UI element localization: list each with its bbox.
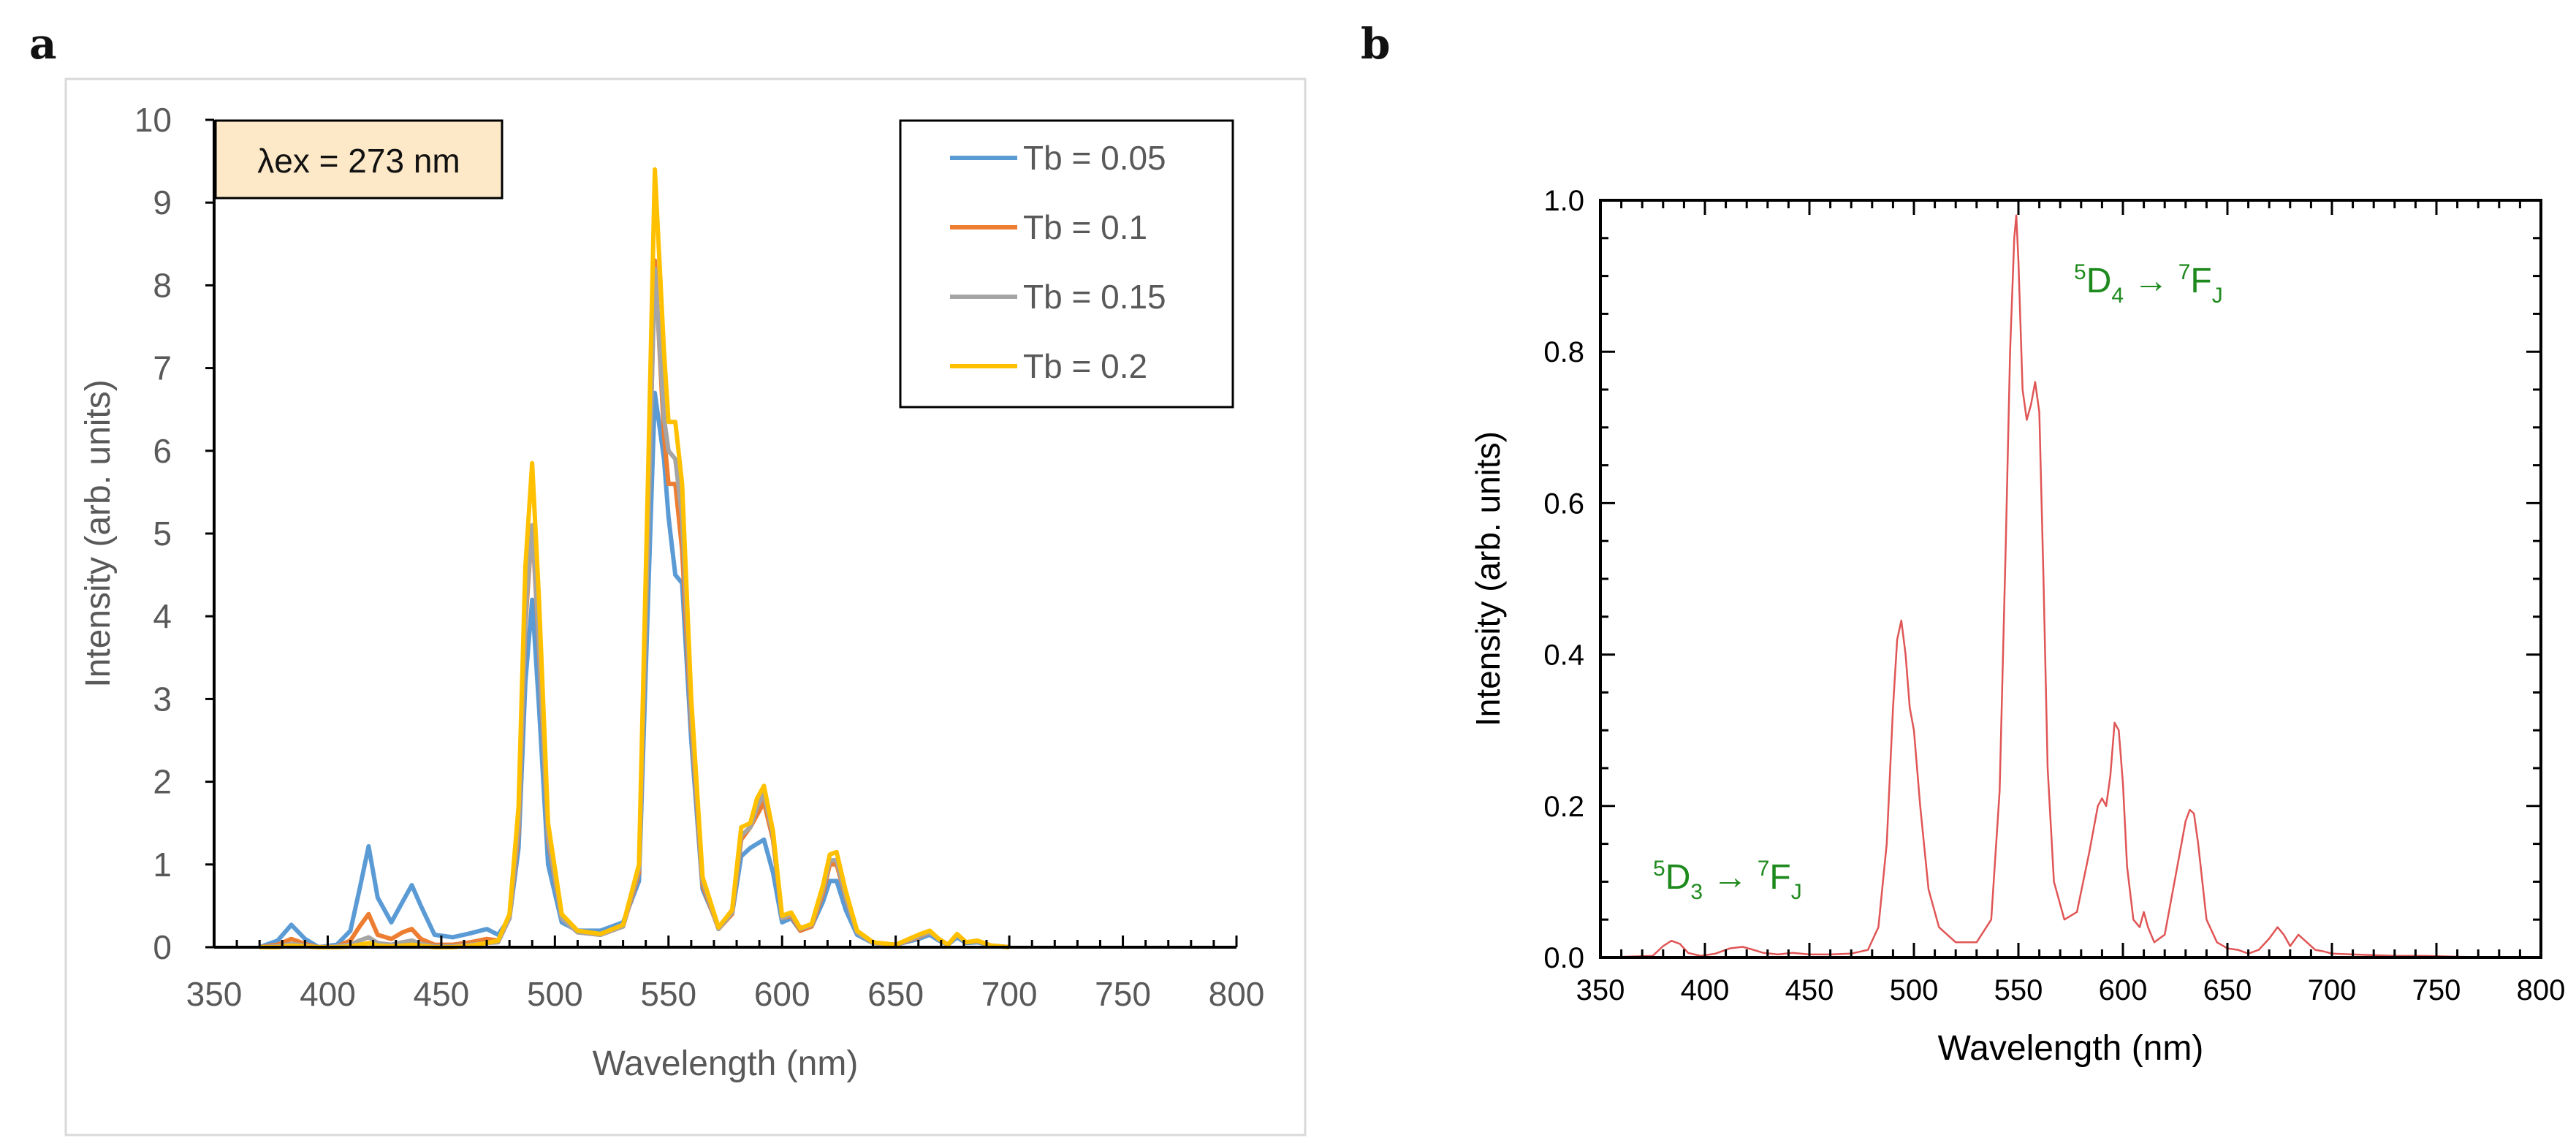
spectrum-line: [1600, 214, 2541, 959]
x-tick-label: 800: [1209, 975, 1265, 1013]
y-tick-label: 6: [153, 432, 172, 470]
y-axis-title: Intensity (arb. units): [1469, 431, 1507, 726]
x-tick-label: 700: [981, 975, 1038, 1013]
legend: Tb = 0.05 Tb = 0.1 Tb = 0.15 Tb = 0.2: [899, 119, 1234, 409]
x-tick-label: 600: [754, 975, 810, 1013]
x-tick-label: 450: [1785, 974, 1834, 1006]
x-axis-title: Wavelength (nm): [593, 1044, 859, 1083]
x-tick-label: 750: [2412, 974, 2461, 1006]
x-tick-label: 550: [640, 975, 696, 1013]
y-tick-label: 10: [134, 101, 172, 139]
x-tick-label: 550: [1994, 974, 2043, 1006]
annotation-text: λex = 273 nm: [257, 142, 460, 180]
plot-frame: [1599, 199, 2542, 959]
chart-a: 350 400 450 500 550 600 650 700 750 800 0 1 2 3 4 5 6 7 8 9…: [79, 101, 1264, 1083]
x-tick-label: 450: [414, 975, 470, 1013]
panel-b-label: b: [1361, 19, 1391, 69]
x-tick-label: 400: [1681, 974, 1730, 1006]
y-tick-label: 9: [153, 183, 172, 221]
panel-a-label: a: [29, 19, 57, 69]
x-tick-label: 350: [1576, 974, 1625, 1006]
y-tick-label: 0.6: [1543, 487, 1584, 520]
annotation-5D3-7FJ: 5D3 → 7FJ: [1653, 857, 1802, 904]
x-tick-label: 500: [1890, 974, 1939, 1006]
x-tick-label: 800: [2517, 974, 2566, 1006]
x-tick-label: 500: [527, 975, 583, 1013]
annotation-box: [214, 119, 504, 200]
y-tick-label: 1.0: [1543, 185, 1584, 217]
legend-label-2: Tb = 0.1: [1023, 208, 1147, 246]
legend-box: [899, 119, 1234, 409]
annotation-5D4-7FJ: 5D4 → 7FJ: [2074, 260, 2223, 308]
x-tick-label: 700: [2308, 974, 2357, 1006]
x-tick-label: 650: [867, 975, 924, 1013]
x-axis-title: Wavelength (nm): [1938, 1029, 2204, 1068]
legend-label-4: Tb = 0.2: [1023, 347, 1147, 385]
y-tick-label: 5: [153, 515, 172, 553]
y-tick-label: 4: [153, 597, 172, 635]
y-tick-label: 0: [153, 928, 172, 966]
y-tick-label: 0.8: [1543, 336, 1584, 368]
y-tick-label: 0.0: [1543, 942, 1584, 974]
y-tick-label: 0.4: [1543, 640, 1584, 672]
x-tick-label: 650: [2203, 974, 2252, 1006]
x-tick-label: 600: [2099, 974, 2148, 1006]
y-tick-label: 3: [153, 680, 172, 718]
x-tick-label: 350: [186, 975, 243, 1013]
y-tick-label: 0.2: [1543, 791, 1584, 823]
legend-label-3: Tb = 0.15: [1023, 278, 1166, 316]
y-axis-title: Intensity (arb. units): [79, 379, 118, 688]
legend-label-1: Tb = 0.05: [1023, 139, 1166, 177]
y-tick-label: 7: [153, 349, 172, 387]
chart-b: 350 400 450 500 550 600 650 700 750 800 0.0 0.2 0.4 0…: [1469, 185, 2565, 1068]
y-tick-label: 8: [153, 266, 172, 304]
x-tick-label: 400: [300, 975, 356, 1013]
y-tick-label: 2: [153, 763, 172, 801]
x-tick-label: 750: [1095, 975, 1151, 1013]
y-tick-label: 1: [153, 846, 172, 884]
